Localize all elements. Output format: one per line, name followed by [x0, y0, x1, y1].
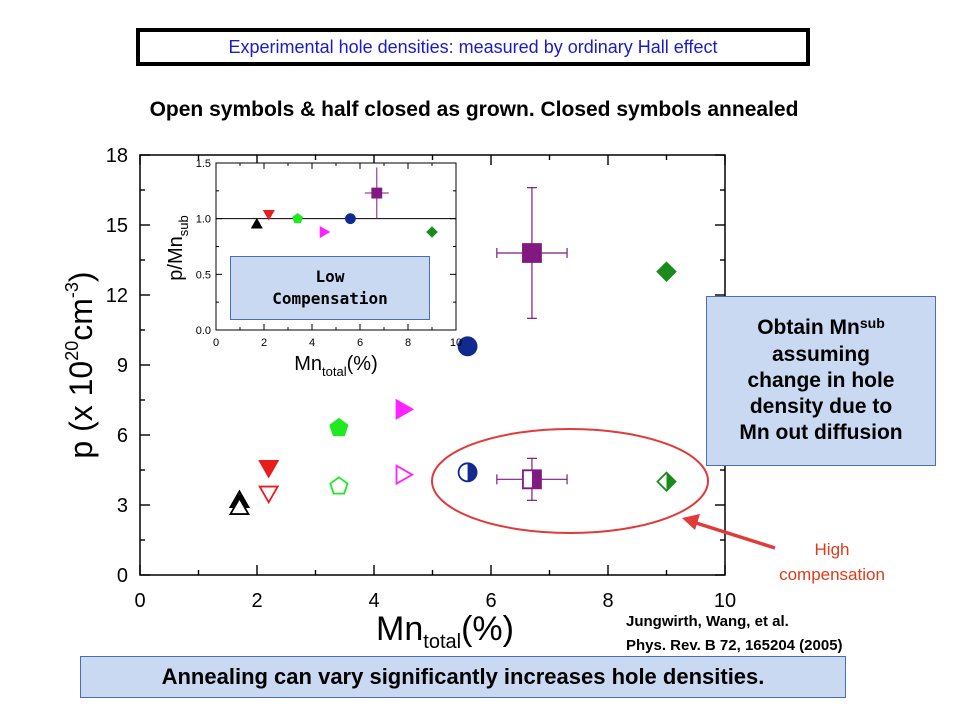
inset-ytick-label: 0.5 [196, 269, 211, 281]
main-ylabel-unit-exp: -3 [62, 282, 82, 298]
annealing-text: Annealing can vary significantly increas… [161, 664, 765, 689]
inset-xlabel-unit: (%) [347, 353, 378, 375]
main-point-3 [258, 485, 280, 505]
low-compensation-box: Low Compensation [230, 256, 430, 320]
inset-xtick-label: 10 [450, 337, 462, 349]
inset-point-4 [344, 213, 356, 225]
main-point-12 [656, 261, 677, 282]
obtain-mnsub-box: Obtain Mn sub assuming change in hole den… [706, 296, 936, 466]
main-xtick-label: 4 [368, 590, 379, 612]
main-ytick-label: 18 [106, 145, 128, 167]
main-ylabel-post: ) [63, 271, 99, 282]
main-xtick-label: 10 [714, 590, 736, 612]
slide-subtitle: Open symbols & half closed as grown. Clo… [149, 98, 799, 121]
inset-point-2 [292, 213, 303, 224]
main-point-11-half [531, 470, 541, 489]
inset-point-0 [250, 217, 263, 229]
obtain-line2: assuming [771, 342, 870, 366]
high-compensation-arrow-shaft [692, 520, 776, 550]
main-point-13-half [666, 472, 676, 491]
main-point-8 [457, 336, 478, 357]
inset-xlabel-main: Mn [294, 353, 322, 375]
main-point-4 [329, 417, 349, 437]
main-ytick-label: 9 [117, 355, 128, 377]
main-xtick-label: 0 [134, 590, 145, 612]
inset-ytick-label: 1.5 [196, 158, 211, 170]
main-ylabel: p (x 1020cm-3) [62, 271, 99, 458]
inset-point-1 [262, 209, 275, 221]
main-point-9-half [467, 463, 477, 482]
high-compensation-label: High compensation [752, 538, 912, 587]
inset-xtick-label: 0 [213, 337, 219, 349]
inset-point-5 [371, 187, 383, 199]
high-compensation-arrow-head [682, 514, 700, 530]
obtain-line5: Mn out diffusion [739, 421, 903, 445]
main-point-7 [395, 464, 415, 486]
main-ylabel-unit: cm [63, 298, 99, 341]
main-ytick-label: 15 [106, 215, 128, 237]
title-box: Experimental hole densities: measured by… [136, 28, 810, 66]
inset-xlabel-sub: total [322, 364, 347, 379]
inset-ylabel: p/Mnsub [165, 215, 191, 280]
high-comp-line2: compensation [779, 564, 885, 584]
main-point-6 [395, 398, 415, 420]
annealing-banner: Annealing can vary significantly increas… [80, 656, 846, 698]
main-xtick-label: 6 [485, 590, 496, 612]
main-ytick-label: 12 [106, 285, 128, 307]
citation-line2: Phys. Rev. B 72, 165204 (2005) [626, 637, 843, 654]
obtain-line1: Obtain Mn sub [739, 315, 902, 341]
inset-ylabel-sub: sub [176, 215, 191, 236]
inset-axes: 0 2 4 6 8 10 0.0 0.5 1.0 1.5 p/Mnsub Mntotal(%) [165, 158, 462, 379]
inset-xtick-label: 2 [261, 337, 267, 349]
inset-point-3 [319, 225, 331, 239]
main-point-1 [228, 496, 251, 515]
obtain-line3: change in hole [747, 368, 895, 392]
citation-line1: Jungwirth, Wang, et al. [626, 613, 789, 630]
main-xlabel-sub: total [423, 631, 461, 653]
main-ytick-label: 0 [117, 565, 128, 587]
main-point-2 [258, 460, 280, 479]
main-point-5 [329, 476, 349, 495]
inset-xlabel: Mntotal(%) [294, 353, 377, 379]
inset-ylabel-main: p/Mn [165, 236, 187, 280]
main-xlabel-unit: (%) [461, 610, 514, 648]
main-xtick-label: 8 [602, 590, 613, 612]
citation: Jungwirth, Wang, et al. Phys. Rev. B 72,… [626, 610, 843, 658]
inset-ytick-label: 0.0 [196, 325, 211, 337]
low-compensation-line1: Low [315, 266, 345, 286]
obtain-sub: sub [859, 315, 885, 332]
main-xtick-label: 2 [251, 590, 262, 612]
obtain-prefix: Obtain Mn [757, 316, 860, 340]
inset-point-6 [426, 226, 438, 238]
inset-xtick-label: 4 [309, 337, 315, 349]
slide-title: Experimental hole densities: measured by… [228, 36, 718, 57]
inset-xtick-label: 8 [405, 337, 411, 349]
main-xlabel: Mntotal(%) [376, 610, 514, 653]
obtain-line4: density due to [749, 395, 893, 419]
main-point-10 [522, 243, 542, 263]
main-ytick-label: 3 [117, 495, 128, 517]
inset-xtick-label: 6 [357, 337, 363, 349]
main-xlabel-main: Mn [376, 610, 423, 648]
high-comp-line1: High [814, 540, 850, 559]
main-ylabel-exp: 20 [62, 341, 82, 361]
main-ytick-label: 6 [117, 425, 128, 447]
low-compensation-line2: Compensation [272, 289, 388, 308]
high-compensation-ellipse [431, 428, 709, 534]
main-ylabel-pre: p (x 10 [63, 361, 99, 459]
inset-ytick-label: 1.0 [196, 214, 211, 226]
